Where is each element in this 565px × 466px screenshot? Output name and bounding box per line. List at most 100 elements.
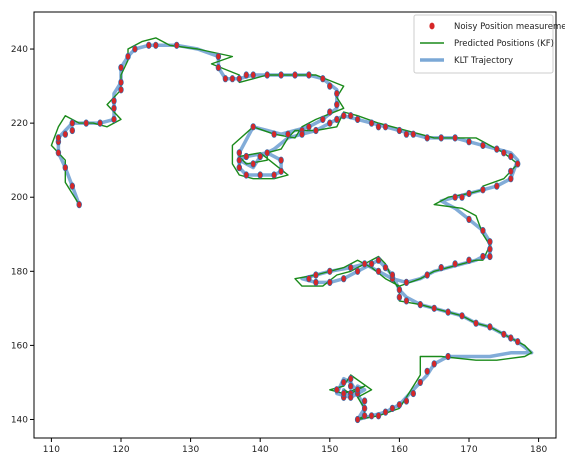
measurement-point — [299, 130, 305, 138]
x-tick-label: 170 — [460, 445, 477, 455]
measurement-point — [271, 171, 277, 179]
measurement-point — [466, 215, 472, 223]
measurement-point — [118, 86, 124, 94]
measurement-point — [97, 119, 103, 127]
measurement-point — [354, 115, 361, 123]
measurement-point — [403, 297, 410, 305]
measurement-point — [236, 75, 243, 83]
measurement-point — [459, 193, 465, 201]
measurement-point — [480, 186, 486, 194]
measurement-point — [508, 167, 514, 175]
measurement-point — [382, 408, 389, 416]
measurement-point — [466, 138, 472, 146]
measurement-point — [250, 123, 256, 131]
measurement-point — [236, 156, 243, 164]
measurement-point — [361, 397, 368, 405]
measurement-point — [55, 134, 62, 142]
measurement-point — [424, 134, 430, 142]
measurement-point — [313, 126, 319, 135]
measurement-point — [424, 367, 430, 375]
measurement-point — [480, 252, 486, 261]
measurement-point — [118, 78, 124, 86]
measurement-point — [257, 171, 263, 179]
legend-label-klt: KLT Trajectory — [454, 56, 513, 66]
measurement-point — [368, 412, 375, 420]
measurement-point — [146, 41, 152, 49]
measurement-point — [257, 152, 263, 161]
legend-label-kf: Predicted Positions (KF) — [454, 39, 554, 49]
measurement-point — [320, 75, 326, 83]
measurement-point — [382, 123, 389, 131]
measurement-point — [341, 112, 347, 120]
measurement-point — [341, 378, 347, 387]
measurement-point — [403, 278, 410, 287]
measurement-point — [431, 304, 437, 312]
measurement-point — [508, 334, 514, 342]
y-tick-label: 180 — [11, 267, 28, 277]
measurement-point — [62, 130, 69, 138]
legend-label-measure: Noisy Position measurement — [454, 22, 565, 32]
measurement-point — [348, 264, 354, 272]
measurement-point — [285, 130, 291, 138]
measurement-point — [452, 134, 458, 142]
measurement-point — [278, 156, 284, 164]
measurement-point — [118, 63, 124, 72]
measurement-point — [494, 182, 500, 190]
measurement-point — [368, 119, 375, 127]
measurement-point — [487, 238, 493, 246]
x-tick-label: 110 — [43, 445, 60, 455]
measurement-point — [452, 260, 458, 268]
legend-box — [413, 14, 554, 74]
measurement-point — [62, 164, 69, 172]
measurement-point — [375, 256, 382, 264]
measurement-point — [264, 149, 270, 157]
measurement-point — [334, 89, 340, 98]
measurement-point — [445, 352, 451, 361]
measurement-point — [111, 115, 117, 123]
measurement-point — [236, 164, 243, 172]
measurement-point — [236, 149, 243, 157]
measurement-point — [271, 130, 277, 138]
measurement-point — [375, 267, 382, 275]
x-tick-label: 160 — [391, 445, 408, 455]
measurement-point — [111, 97, 117, 105]
measurement-point — [487, 323, 493, 331]
measurement-point — [111, 104, 117, 112]
measurement-point — [480, 141, 486, 149]
measurement-point — [368, 260, 375, 268]
measurement-point — [508, 152, 514, 161]
measurement-point — [215, 52, 222, 61]
measurement-point — [341, 275, 347, 283]
measurement-point — [264, 71, 270, 79]
measurement-point — [382, 264, 389, 272]
measurement-point — [354, 267, 361, 275]
measurement-point — [501, 149, 507, 157]
measurement-point — [354, 386, 361, 394]
x-tick-label: 180 — [530, 445, 547, 455]
measurement-point — [348, 393, 354, 401]
measurement-point — [341, 389, 347, 398]
series-layer — [50, 37, 534, 424]
measurement-point — [229, 75, 236, 83]
measurement-point — [431, 360, 437, 368]
measurement-point — [306, 123, 312, 131]
measurement-point — [348, 112, 354, 120]
legend: Noisy Position measurement Predicted Pos… — [413, 14, 565, 74]
measurement-point — [361, 412, 368, 420]
measurement-point — [487, 252, 493, 261]
measurement-point — [278, 167, 284, 175]
measurement-point — [508, 175, 514, 183]
measurement-point — [452, 193, 458, 201]
measurement-point — [215, 63, 222, 72]
measurement-point — [473, 319, 479, 327]
measurement-point — [389, 404, 396, 413]
x-tick-label: 140 — [252, 445, 269, 455]
measurement-point — [348, 375, 354, 383]
measurement-point — [410, 389, 416, 398]
y-tick-label: 240 — [11, 45, 28, 55]
y-tick-label: 140 — [11, 415, 28, 425]
y-axis: 140 160 180 200 220 240 — [11, 45, 34, 425]
measurement-point — [438, 264, 444, 272]
y-tick-label: 160 — [11, 341, 28, 351]
